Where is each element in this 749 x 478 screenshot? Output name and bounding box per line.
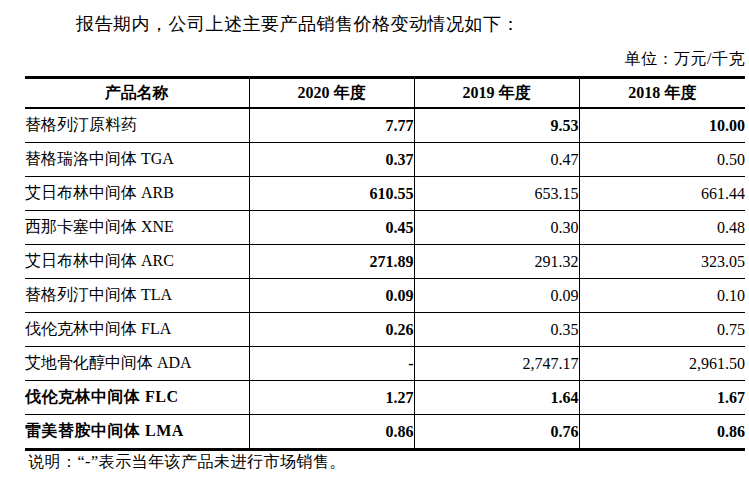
table-row: 雷美替胺中间体 LMA0.860.760.86 (25, 415, 745, 450)
table-header: 产品名称 2020 年度 2019 年度 2018 年度 (25, 78, 745, 109)
price-cell: 0.10 (579, 279, 745, 313)
product-name-cell: 替格列汀原料药 (25, 108, 249, 143)
product-name-cell: 替格瑞洛中间体 TGA (25, 143, 249, 177)
product-name-cell: 伐伦克林中间体 FLC (25, 381, 249, 415)
price-cell: 0.86 (579, 415, 745, 450)
table-body: 替格列汀原料药7.779.5310.00替格瑞洛中间体 TGA0.370.470… (25, 108, 745, 450)
column-header-2018: 2018 年度 (579, 78, 745, 109)
price-cell: 0.35 (414, 313, 579, 347)
price-cell: 0.45 (249, 211, 414, 245)
price-cell: 0.09 (249, 279, 414, 313)
price-cell: - (249, 347, 414, 381)
price-cell: 0.26 (249, 313, 414, 347)
price-table-container: 产品名称 2020 年度 2019 年度 2018 年度 替格列汀原料药7.77… (25, 76, 745, 451)
price-cell: 7.77 (249, 108, 414, 143)
unit-label: 单位：万元/千克 (25, 49, 745, 70)
table-row: 伐伦克林中间体 FLC1.271.641.67 (25, 381, 745, 415)
price-cell: 0.30 (414, 211, 579, 245)
document-page: 报告期内，公司上述主要产品销售价格变动情况如下： 单位：万元/千克 产品名称 2… (0, 0, 749, 478)
price-cell: 0.37 (249, 143, 414, 177)
table-row: 伐伦克林中间体 FLA0.260.350.75 (25, 313, 745, 347)
table-row: 艾日布林中间体 ARB610.55653.15661.44 (25, 177, 745, 211)
price-cell: 0.47 (414, 143, 579, 177)
product-name-cell: 艾日布林中间体 ARC (25, 245, 249, 279)
price-cell: 0.76 (414, 415, 579, 450)
table-row: 替格列汀原料药7.779.5310.00 (25, 108, 745, 143)
column-header-product-name: 产品名称 (25, 78, 249, 109)
price-cell: 1.67 (579, 381, 745, 415)
price-cell: 323.05 (579, 245, 745, 279)
table-row: 替格瑞洛中间体 TGA0.370.470.50 (25, 143, 745, 177)
price-cell: 0.48 (579, 211, 745, 245)
price-cell: 2,961.50 (579, 347, 745, 381)
price-cell: 0.09 (414, 279, 579, 313)
price-cell: 271.89 (249, 245, 414, 279)
price-cell: 0.50 (579, 143, 745, 177)
price-cell: 10.00 (579, 108, 745, 143)
product-price-table: 产品名称 2020 年度 2019 年度 2018 年度 替格列汀原料药7.77… (25, 76, 745, 451)
price-cell: 0.75 (579, 313, 745, 347)
table-row: 替格列汀中间体 TLA0.090.090.10 (25, 279, 745, 313)
price-cell: 1.64 (414, 381, 579, 415)
column-header-2019: 2019 年度 (414, 78, 579, 109)
product-name-cell: 艾日布林中间体 ARB (25, 177, 249, 211)
header-row: 产品名称 2020 年度 2019 年度 2018 年度 (25, 78, 745, 109)
product-name-cell: 艾地骨化醇中间体 ADA (25, 347, 249, 381)
price-cell: 2,747.17 (414, 347, 579, 381)
price-cell: 653.15 (414, 177, 579, 211)
price-cell: 1.27 (249, 381, 414, 415)
price-cell: 0.86 (249, 415, 414, 450)
table-row: 艾日布林中间体 ARC271.89291.32323.05 (25, 245, 745, 279)
table-row: 艾地骨化醇中间体 ADA-2,747.172,961.50 (25, 347, 745, 381)
product-name-cell: 替格列汀中间体 TLA (25, 279, 249, 313)
footnote: 说明：“-”表示当年该产品未进行市场销售。 (28, 452, 346, 473)
column-header-2020: 2020 年度 (249, 78, 414, 109)
product-name-cell: 西那卡塞中间体 XNE (25, 211, 249, 245)
price-cell: 291.32 (414, 245, 579, 279)
intro-paragraph: 报告期内，公司上述主要产品销售价格变动情况如下： (76, 12, 520, 36)
product-name-cell: 雷美替胺中间体 LMA (25, 415, 249, 450)
product-name-cell: 伐伦克林中间体 FLA (25, 313, 249, 347)
price-cell: 9.53 (414, 108, 579, 143)
price-cell: 661.44 (579, 177, 745, 211)
price-cell: 610.55 (249, 177, 414, 211)
table-row: 西那卡塞中间体 XNE0.450.300.48 (25, 211, 745, 245)
